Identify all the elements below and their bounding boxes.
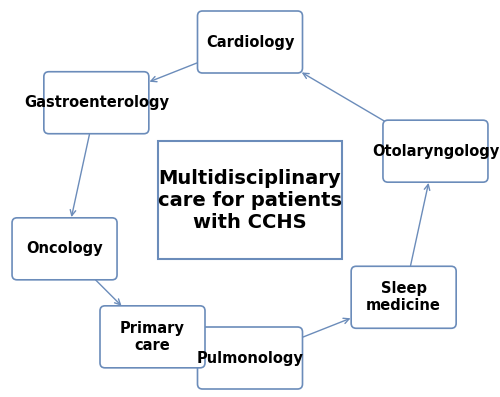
FancyArrowPatch shape (70, 135, 89, 216)
Text: Oncology: Oncology (26, 241, 103, 256)
Text: Gastroenterology: Gastroenterology (24, 95, 169, 110)
FancyBboxPatch shape (351, 266, 456, 328)
Text: Multidisciplinary
care for patients
with CCHS: Multidisciplinary care for patients with… (158, 168, 342, 231)
FancyArrowPatch shape (303, 73, 384, 121)
FancyBboxPatch shape (12, 218, 117, 280)
Text: Pulmonology: Pulmonology (196, 351, 304, 366)
FancyArrowPatch shape (303, 318, 349, 337)
Text: Otolaryngology: Otolaryngology (372, 144, 499, 159)
FancyBboxPatch shape (383, 120, 488, 182)
FancyArrowPatch shape (96, 280, 120, 305)
FancyArrowPatch shape (200, 346, 207, 351)
FancyBboxPatch shape (198, 11, 302, 73)
FancyBboxPatch shape (44, 72, 149, 134)
Text: Primary
care: Primary care (120, 321, 185, 353)
FancyBboxPatch shape (158, 141, 342, 259)
Text: Cardiology: Cardiology (206, 35, 294, 50)
FancyArrowPatch shape (151, 63, 197, 82)
FancyBboxPatch shape (198, 327, 302, 389)
Text: Sleep
medicine: Sleep medicine (366, 281, 441, 314)
FancyBboxPatch shape (100, 306, 205, 368)
FancyArrowPatch shape (410, 184, 430, 266)
